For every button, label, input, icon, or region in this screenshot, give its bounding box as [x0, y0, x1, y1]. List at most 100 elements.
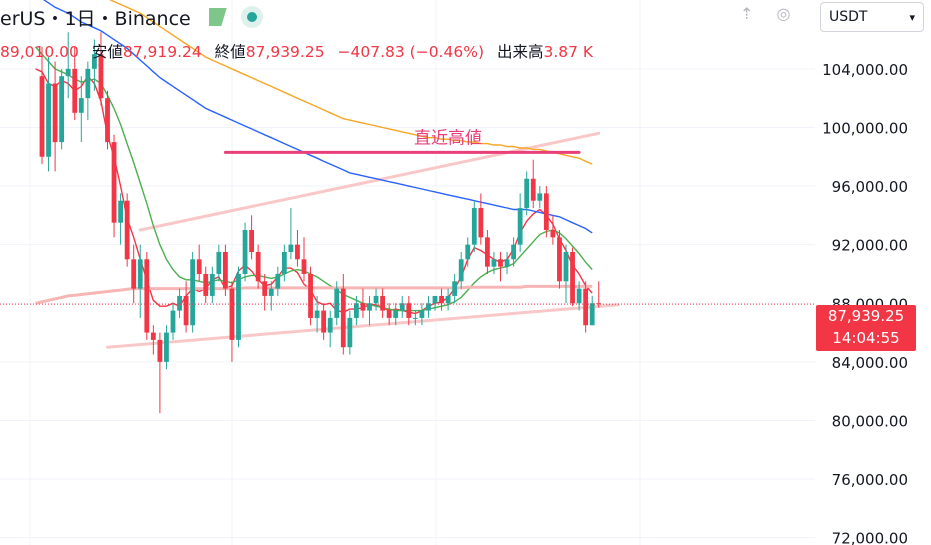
- candle-body: [275, 273, 281, 289]
- volume-label: 出来高: [496, 43, 544, 61]
- candle-body: [164, 332, 169, 362]
- candle-body: [268, 288, 274, 296]
- candle-body: [92, 54, 97, 69]
- candle-body: [589, 303, 595, 326]
- moving-averages: [34, 0, 593, 315]
- candle-body: [380, 295, 385, 311]
- candle-body: [478, 208, 484, 238]
- low-value: 87,919.24: [122, 43, 202, 61]
- candle-body: [596, 303, 602, 305]
- candle-body: [517, 208, 523, 245]
- ma-line-3: [109, 0, 593, 165]
- channel-lower-trendline: [106, 303, 620, 349]
- candle-body: [137, 259, 143, 289]
- candle-body: [452, 281, 458, 296]
- low-label: 安値: [91, 43, 123, 61]
- candle-body: [255, 251, 261, 282]
- candle-body: [340, 288, 346, 348]
- candle-body: [216, 251, 222, 274]
- candle-body: [439, 295, 444, 304]
- market-open-dot-icon[interactable]: [240, 6, 263, 28]
- candle-body: [236, 273, 241, 340]
- price-axis-label: 104,000.00: [822, 61, 908, 79]
- chevron-down-icon: ▾: [909, 10, 915, 24]
- candle-body: [491, 259, 497, 267]
- candle-body: [314, 310, 320, 318]
- candle-body: [65, 68, 71, 77]
- candle-body: [46, 83, 51, 157]
- candle-body: [498, 259, 503, 267]
- open-value: 89,010.00: [0, 43, 79, 61]
- lock-icon[interactable]: ⇡: [740, 4, 754, 23]
- candle-body: [563, 251, 569, 282]
- bar-countdown: 14:04:55: [832, 329, 900, 347]
- current-price-badge: 87,939.25 14:04:55: [816, 305, 916, 351]
- candle-body: [426, 303, 431, 311]
- price-axis-label: 100,000.00: [822, 119, 908, 137]
- candle-body: [543, 193, 549, 231]
- candle-body: [386, 310, 392, 318]
- candle-body: [327, 317, 333, 333]
- candle-body: [557, 237, 562, 282]
- candle-body: [360, 303, 366, 311]
- candle-body: [52, 83, 58, 143]
- candle-body: [308, 273, 313, 318]
- candle-body: [537, 193, 543, 201]
- candle-body: [150, 332, 156, 340]
- candle-body: [295, 244, 300, 260]
- currency-select[interactable]: USDT ▾: [820, 2, 924, 32]
- candle-body: [576, 288, 582, 304]
- resistance-annotation: 直近高値: [414, 128, 482, 148]
- close-value: 87,939.25: [245, 43, 325, 61]
- candle-body: [524, 178, 530, 209]
- candle-body: [583, 288, 589, 326]
- candle-body: [373, 295, 379, 304]
- ohlc-legend: 89,010.00 安値87,919.24 終値87,939.25 −407.8…: [0, 40, 593, 62]
- candle-body: [157, 339, 163, 362]
- candle-body: [105, 98, 110, 143]
- candle-body: [262, 281, 268, 296]
- candle-body: [406, 303, 412, 318]
- grid-lines: [0, 0, 815, 545]
- candle-body: [458, 259, 464, 282]
- candle-body: [465, 244, 471, 260]
- channel-lines: [106, 131, 620, 349]
- candle-body: [39, 76, 45, 157]
- close-label: 終値: [214, 43, 246, 61]
- candle-body: [432, 295, 438, 304]
- candle-body: [281, 251, 287, 274]
- candle-body: [511, 244, 516, 260]
- candle-body: [223, 251, 228, 289]
- candle-body: [78, 98, 84, 113]
- price-axis-label: 76,000.00: [832, 471, 908, 489]
- flag-icon[interactable]: [208, 8, 227, 26]
- candle-body: [504, 259, 510, 267]
- candle-body: [229, 288, 235, 340]
- candle-body: [347, 317, 353, 348]
- candle-body: [190, 259, 196, 326]
- candle-body: [183, 295, 189, 326]
- candle-body: [393, 310, 399, 318]
- current-price-value: 87,939.25: [827, 307, 905, 325]
- candle-body: [334, 288, 340, 318]
- candle-body: [399, 303, 405, 311]
- ma-line-1: [34, 46, 593, 312]
- chart-header: erUS・1日・Binance: [0, 4, 263, 30]
- candle-body: [111, 142, 117, 223]
- candle-body: [485, 237, 490, 267]
- camera-icon[interactable]: ◎: [776, 4, 791, 23]
- candle-body: [242, 230, 248, 274]
- candle-body: [412, 317, 418, 319]
- candle-body: [570, 251, 575, 304]
- candle-body: [288, 244, 294, 252]
- candle-body: [118, 200, 123, 223]
- channel-upper-trendline: [138, 131, 601, 232]
- price-axis-label: 92,000.00: [832, 237, 908, 255]
- candle-body: [249, 230, 254, 252]
- candle-body: [354, 303, 359, 318]
- symbol-title: erUS・1日・Binance: [0, 7, 191, 30]
- candle-body: [85, 68, 91, 99]
- price-axis[interactable]: 72,000.0076,000.0080,000.0084,000.0088,0…: [822, 61, 908, 545]
- volume-value: 3.87 K: [543, 43, 594, 61]
